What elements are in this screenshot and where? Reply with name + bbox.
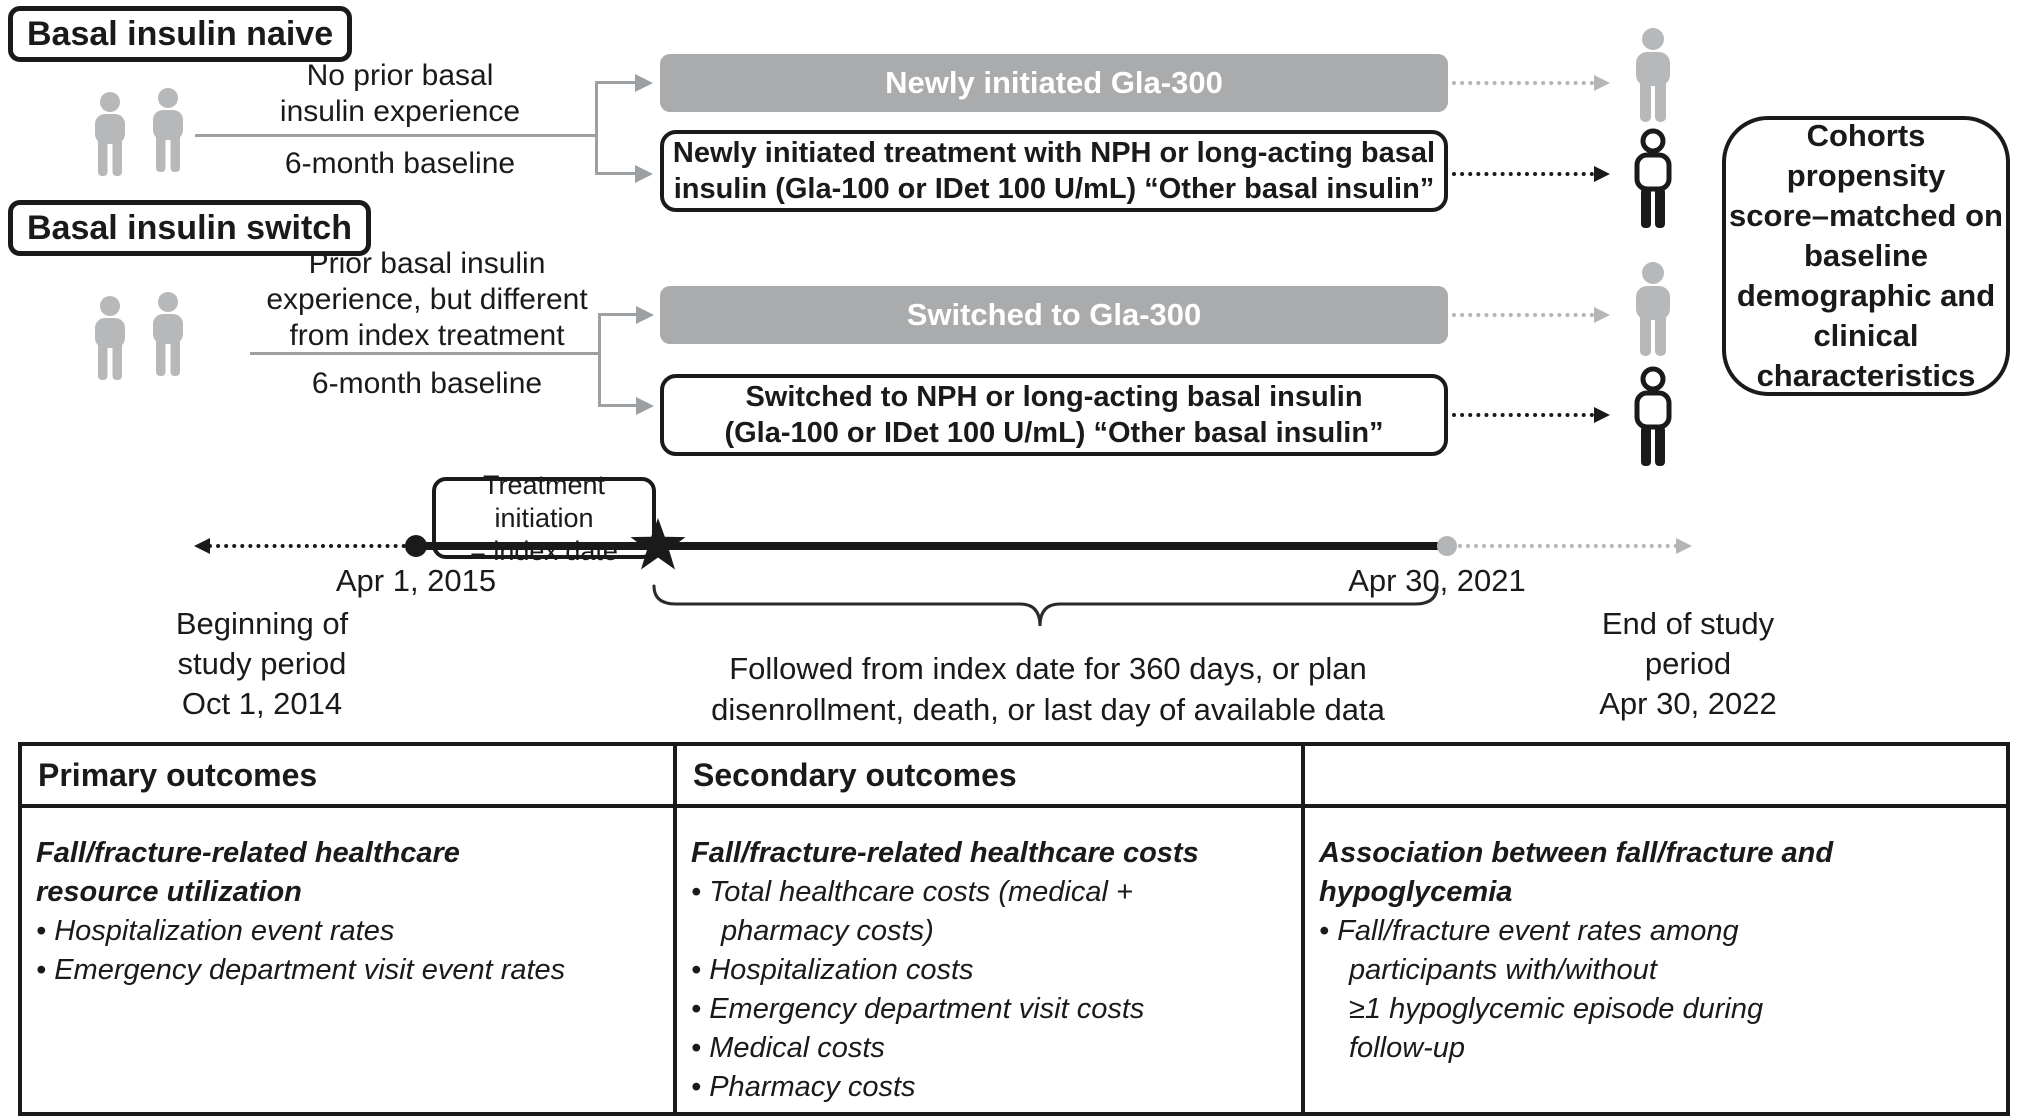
timeline-dotted-left [208,544,414,548]
tertiary-outcomes-heading: Association between fall/fracture and hy… [1319,837,1834,908]
person-other-insulin-icon [1624,128,1682,232]
dotted-arrow-gray [1452,313,1594,317]
person-gla300-icon [1636,262,1670,356]
timeline-end-dot [1437,536,1457,556]
gla300-bar-naive: Newly initiated Gla-300 [660,54,1448,112]
switch-baseline-line [250,352,598,355]
people-pair-icon [95,88,183,176]
primary-outcomes-heading: Fall/fracture-related healthcare resourc… [36,837,460,908]
switch-branch-top [598,313,636,316]
arrow-right-icon [635,165,653,183]
naive-description: No prior basal insulin experience [279,59,521,128]
naive-branch-vline [595,81,598,174]
people-pair-icon [95,292,183,380]
arrow-right-icon [636,306,654,324]
cohort-match-note: Cohorts propensity score–matched on base… [1722,116,2010,396]
tertiary-outcomes-cell: Association between fall/fracture and hy… [1305,808,2006,1112]
other-insulin-box-naive: Newly initiated treatment with NPH or lo… [660,130,1448,212]
index-date-star-icon [630,518,686,570]
outcomes-table-header: Primary outcomes Secondary outcomes [22,746,2006,808]
arrowhead-gray-icon [1594,307,1610,323]
naive-branch-bottom [595,172,635,175]
switch-cohort-label: Basal insulin switch [8,200,371,256]
list-item: Hospitalization event rates [36,912,659,951]
tertiary-outcomes-header [1305,746,2006,804]
study-start-label: Beginning of study period Oct 1, 2014 [175,606,349,721]
arrow-right-icon [635,74,653,92]
secondary-outcomes-cell: Fall/fracture-related healthcare costs T… [677,808,1305,1112]
arrowhead-black-icon [1594,407,1610,423]
switch-description: Prior basal insulin experience, but diff… [266,247,588,352]
outcomes-table: Primary outcomes Secondary outcomes Fall… [18,742,2010,1116]
primary-outcomes-cell: Fall/fracture-related healthcare resourc… [22,808,677,1112]
list-item: Fall/fracture event rates among particip… [1319,912,1992,1068]
arrow-right-icon [636,397,654,415]
naive-baseline-label: 6-month baseline [284,147,516,180]
person-other-insulin-icon [1624,366,1682,470]
person-gla300-icon [1636,28,1670,122]
naive-cohort-label: Basal insulin naive [8,6,353,62]
switch-branch-vline [598,313,601,406]
dotted-arrow-gray [1452,81,1594,85]
secondary-outcomes-header: Secondary outcomes [677,746,1305,804]
list-item: Emergency department visit costs [691,990,1287,1029]
other-insulin-box-switch: Switched to NPH or long-acting basal ins… [660,374,1448,456]
list-item: Emergency department visit event rates [36,951,659,990]
timeline-dotted-right [1450,544,1678,548]
followup-brace [652,584,1439,627]
dotted-arrow-black [1452,413,1594,417]
secondary-outcomes-heading: Fall/fracture-related healthcare costs [691,837,1199,869]
arrowhead-gray-icon [1676,538,1692,554]
list-item: Pharmacy costs [691,1068,1287,1107]
naive-branch-top [595,81,635,84]
arrowhead-gray-icon [1594,75,1610,91]
list-item: Total healthcare costs (medical + pharma… [691,873,1287,951]
arrowhead-left-icon [194,538,210,554]
dotted-arrow-black [1452,172,1594,176]
outcomes-table-body: Fall/fracture-related healthcare resourc… [22,808,2006,1112]
switch-baseline-label: 6-month baseline [311,367,543,400]
start-date-label: Apr 1, 2015 [335,563,497,598]
arrowhead-black-icon [1594,166,1610,182]
gla300-bar-switch: Switched to Gla-300 [660,286,1448,344]
followup-note: Followed from index date for 360 days, o… [711,651,1385,727]
study-end-label: End of study period Apr 30, 2022 [1599,606,1777,721]
primary-outcomes-header: Primary outcomes [22,746,677,804]
list-item: Medical costs [691,1029,1287,1068]
timeline-axis [416,542,1448,550]
switch-branch-bottom [598,404,636,407]
naive-baseline-line [195,134,595,137]
list-item: Hospitalization costs [691,951,1287,990]
